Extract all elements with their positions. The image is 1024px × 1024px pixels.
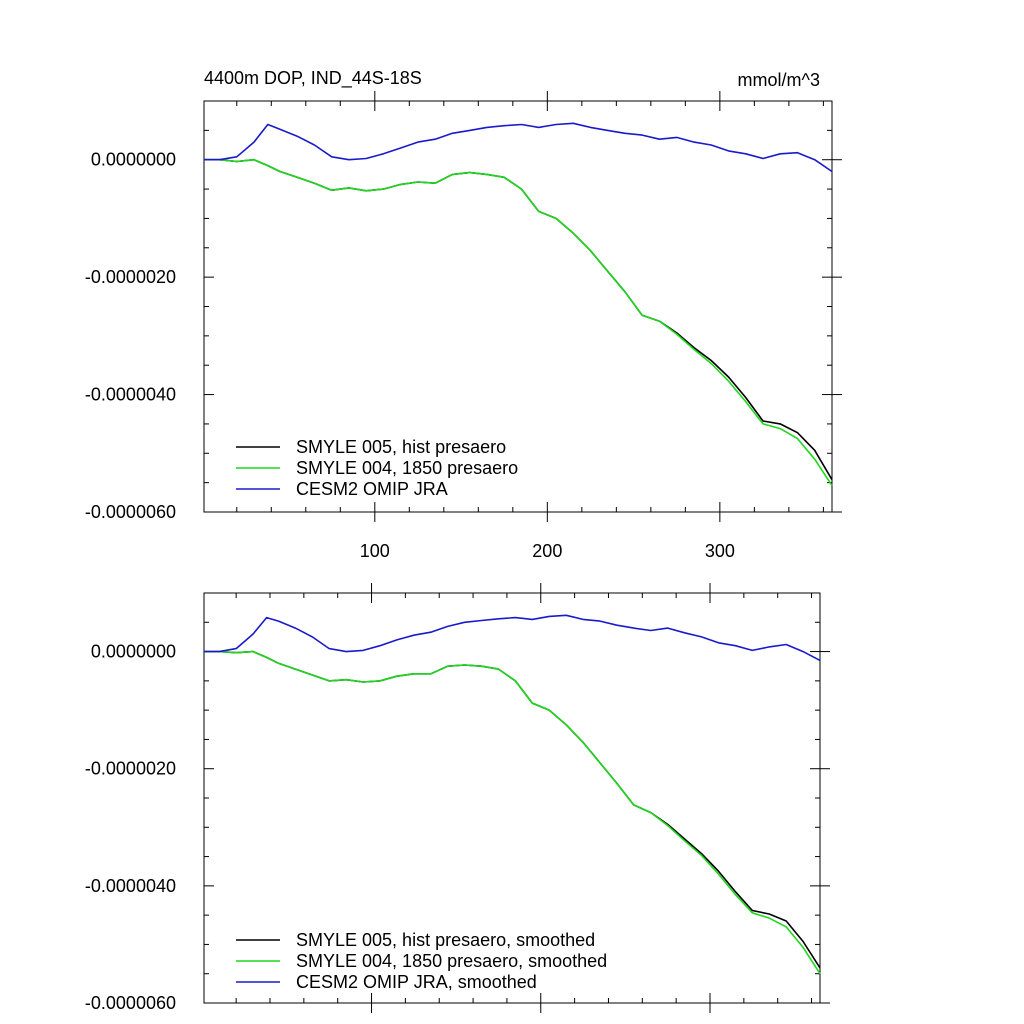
- legend-label: SMYLE 004, 1850 presaero: [296, 458, 518, 478]
- x-tick-label: 300: [705, 541, 735, 561]
- y-tick-label: 0.0000000: [91, 150, 176, 170]
- legend-label: CESM2 OMIP JRA, smoothed: [296, 972, 537, 992]
- series-line: [204, 614, 821, 662]
- legend-label: SMYLE 005, hist presaero: [296, 437, 506, 457]
- bottom-panel: 0.0000000 -0.0000020 -0.0000040 -0.0000060 S…: [85, 583, 830, 1013]
- x-tick-label: 100: [360, 541, 390, 561]
- y-tick-label: -0.0000040: [85, 876, 176, 896]
- series-line: [204, 122, 833, 173]
- y-tick-label: 0.0000000: [91, 642, 176, 662]
- top-panel: 4400m DOP, IND_44S-18S mmol/m^3 100 200 30…: [85, 68, 842, 561]
- chart-title: 4400m DOP, IND_44S-18S: [204, 68, 422, 89]
- series-line: [204, 650, 821, 975]
- series-line: [204, 158, 833, 487]
- y-tick-label: -0.0000060: [85, 993, 176, 1013]
- series-line: [204, 650, 821, 969]
- legend-label: SMYLE 005, hist presaero, smoothed: [296, 930, 595, 950]
- series-line: [204, 158, 833, 481]
- y-tick-label: -0.0000040: [85, 385, 176, 405]
- x-tick-label: 200: [532, 541, 562, 561]
- units-label: mmol/m^3: [738, 70, 820, 90]
- y-tick-label: -0.0000020: [85, 267, 176, 287]
- legend-label: SMYLE 004, 1850 presaero, smoothed: [296, 951, 607, 971]
- y-tick-label: -0.0000060: [85, 502, 176, 522]
- legend-label: CESM2 OMIP JRA: [296, 479, 448, 499]
- y-tick-label: -0.0000020: [85, 759, 176, 779]
